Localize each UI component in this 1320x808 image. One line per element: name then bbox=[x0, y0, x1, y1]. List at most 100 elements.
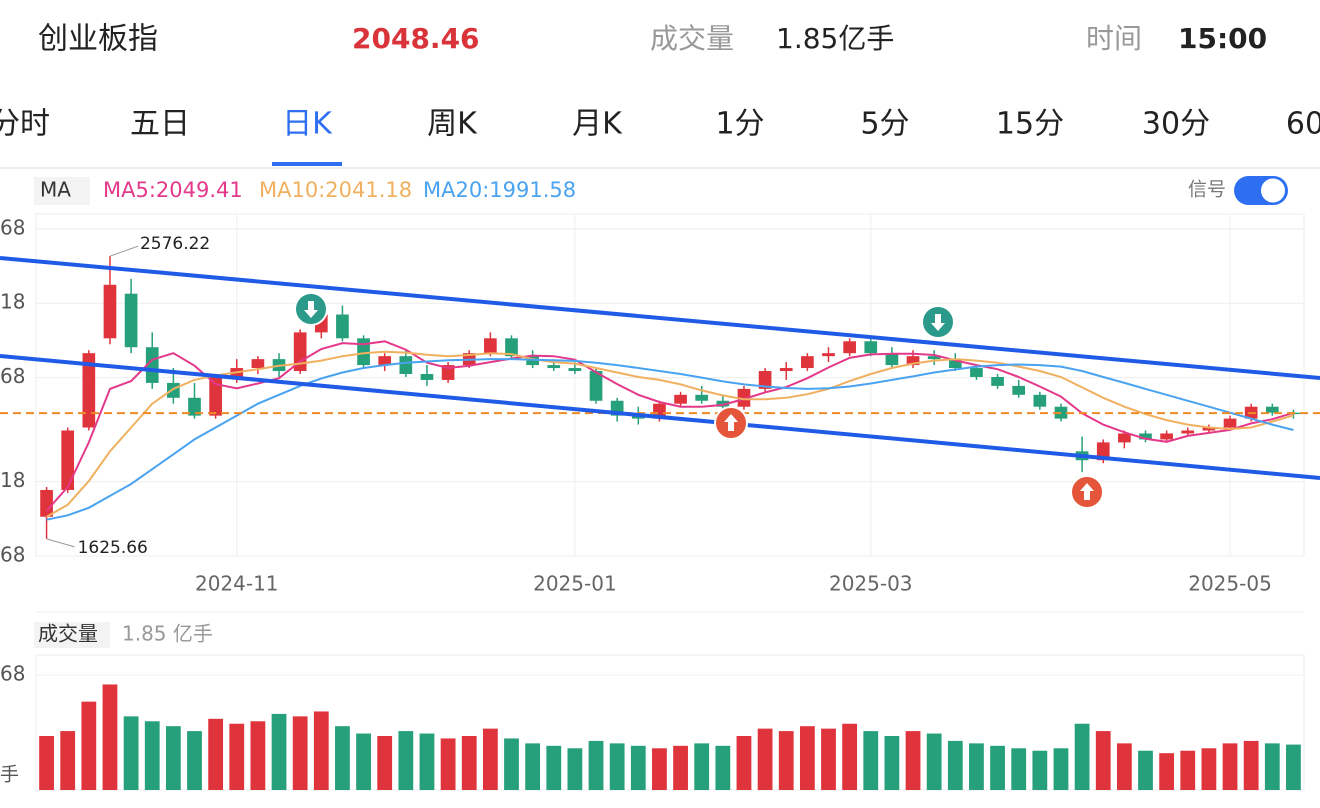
time-label: 时间 bbox=[1086, 22, 1142, 55]
candle-body bbox=[188, 397, 201, 416]
volume-bar bbox=[567, 748, 583, 790]
index-price: 2048.46 bbox=[352, 22, 480, 55]
legend-entry: MA10:2041.18 bbox=[259, 178, 412, 202]
tab[interactable]: 五日 bbox=[130, 107, 190, 142]
volume-bar bbox=[1116, 743, 1132, 790]
volume-bar bbox=[229, 723, 245, 790]
volume-bar bbox=[1053, 748, 1069, 790]
candle-body bbox=[758, 371, 772, 389]
volume-bar bbox=[187, 731, 202, 790]
candle-body bbox=[779, 368, 793, 372]
volume-bar bbox=[842, 723, 858, 790]
volume-bar bbox=[884, 736, 900, 790]
candle-body bbox=[293, 332, 307, 372]
y-tick-label: 68 bbox=[0, 215, 25, 239]
candle-body bbox=[1012, 385, 1026, 395]
candle-body bbox=[251, 359, 265, 369]
volume-bar bbox=[926, 733, 942, 790]
tab[interactable]: 30分 bbox=[1142, 107, 1210, 142]
low-label: 1625.66 bbox=[78, 538, 148, 558]
volume-bar bbox=[630, 745, 646, 790]
plot: 68 18 68 18 68 2024-11 2025-01 2025-03 2025-05 25… bbox=[0, 213, 1320, 791]
volume-bar bbox=[736, 736, 752, 790]
candle-body bbox=[1202, 427, 1216, 431]
candle-body bbox=[716, 400, 730, 407]
y-tick-label: 68 bbox=[0, 543, 25, 567]
tab[interactable]: 5分 bbox=[860, 107, 909, 142]
candle-body bbox=[124, 293, 138, 348]
high-leader bbox=[109, 245, 139, 257]
candle-body bbox=[568, 368, 582, 372]
y-tick-label: 68 bbox=[0, 662, 25, 686]
candle-body bbox=[631, 415, 645, 419]
volume-bar bbox=[313, 711, 329, 790]
indicator-box[interactable] bbox=[34, 177, 90, 205]
candle-body bbox=[1118, 433, 1131, 443]
volume-bar bbox=[398, 731, 414, 790]
candle-body bbox=[420, 373, 434, 380]
candle-body bbox=[40, 489, 53, 517]
volume-bar bbox=[905, 731, 921, 790]
volume-bar bbox=[292, 716, 308, 790]
volume-bar bbox=[60, 731, 76, 790]
ma-line bbox=[45, 340, 1294, 512]
volume-bar bbox=[990, 745, 1005, 790]
volume-bar bbox=[482, 728, 498, 790]
volume-bar bbox=[335, 726, 350, 790]
candle-body bbox=[970, 368, 983, 377]
volume-bar bbox=[440, 738, 456, 790]
candle-body bbox=[674, 394, 687, 404]
volume-bar bbox=[1264, 743, 1280, 790]
tab[interactable]: 周K bbox=[427, 107, 478, 142]
indicator-name: MA bbox=[40, 178, 71, 202]
volume-bar bbox=[123, 716, 139, 790]
tab[interactable]: 60 bbox=[1286, 107, 1320, 142]
candle-body bbox=[906, 356, 920, 366]
volume-bar bbox=[1011, 748, 1027, 790]
volume-bar bbox=[461, 736, 477, 790]
toggle-knob bbox=[1261, 178, 1285, 203]
x-tick-label: 2025-03 bbox=[829, 572, 913, 596]
legend-entry: MA20:1991.58 bbox=[423, 178, 576, 202]
volume-label: 成交量 bbox=[650, 22, 734, 55]
volume-bar bbox=[1201, 748, 1217, 790]
candle-body bbox=[61, 430, 75, 490]
candle-body bbox=[737, 388, 751, 407]
sell-signal[interactable] bbox=[294, 292, 328, 326]
tab[interactable]: 分时 bbox=[0, 107, 50, 142]
volume-bar bbox=[419, 733, 435, 790]
candle-body bbox=[167, 382, 180, 398]
y-tick-label: 18 bbox=[0, 290, 25, 314]
candle-body bbox=[357, 338, 370, 366]
volume-bar bbox=[1074, 723, 1090, 790]
candle-body bbox=[589, 371, 603, 401]
volume-bar bbox=[377, 736, 393, 790]
x-tick-label: 2025-05 bbox=[1188, 572, 1272, 596]
volume-bar bbox=[1286, 744, 1301, 790]
y-tick-label: 18 bbox=[0, 468, 25, 492]
volume-bar bbox=[102, 684, 118, 790]
tab[interactable]: 1分 bbox=[715, 107, 764, 142]
legend: MA5:2049.41 MA10:2041.18 MA20:1991.58 bbox=[103, 178, 576, 202]
candle-body bbox=[1223, 418, 1237, 428]
volume-bar bbox=[652, 748, 667, 790]
buy-signal[interactable] bbox=[714, 406, 748, 440]
ma-line bbox=[46, 350, 1294, 518]
tab[interactable]: 月K bbox=[572, 107, 623, 142]
x-tick-label: 2024-11 bbox=[195, 572, 279, 596]
tab[interactable]: 日K bbox=[282, 107, 333, 142]
candle-body bbox=[399, 356, 413, 374]
candle-body bbox=[209, 376, 222, 416]
low-leader bbox=[46, 538, 75, 548]
candle-body bbox=[145, 347, 159, 383]
candle-body bbox=[82, 353, 96, 428]
candle-body bbox=[885, 353, 899, 366]
buy-signal[interactable] bbox=[1070, 475, 1104, 509]
candle-body bbox=[484, 338, 497, 354]
tab[interactable]: 15分 bbox=[996, 107, 1064, 142]
volume-bar bbox=[778, 731, 794, 790]
candle-body bbox=[1139, 433, 1152, 440]
volume-bar bbox=[546, 745, 562, 790]
sell-signal[interactable] bbox=[921, 305, 955, 339]
candle-body bbox=[843, 341, 856, 354]
